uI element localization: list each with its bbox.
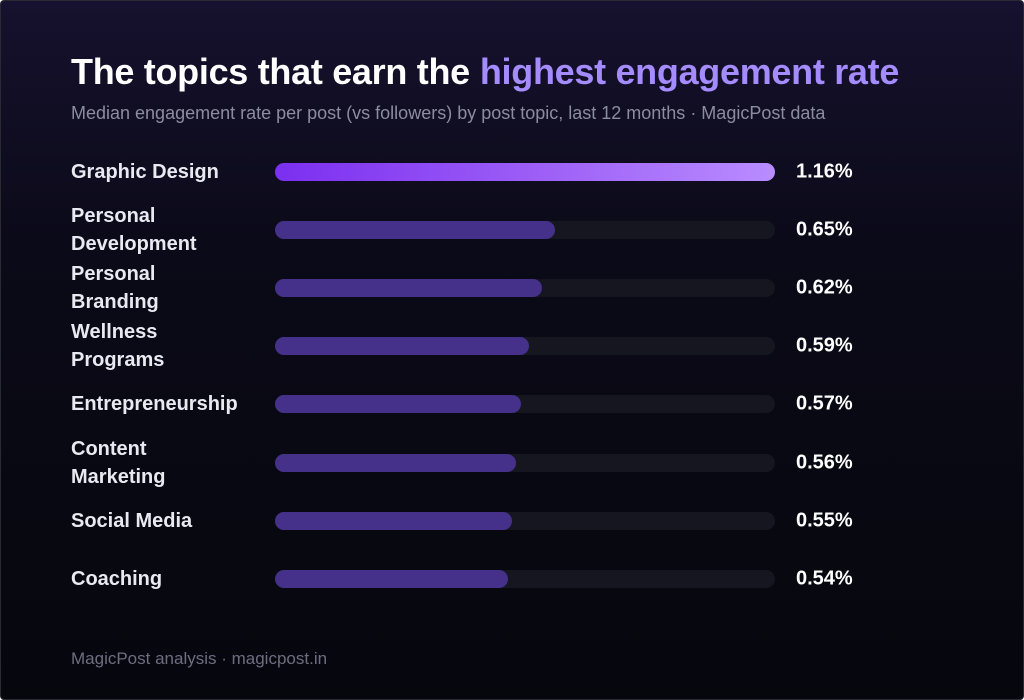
value-label: 0.62% — [796, 276, 853, 299]
category-label: Entrepreneurship — [71, 393, 238, 416]
value-label: 0.55% — [796, 509, 853, 532]
title-highlight: highest engagement rate — [479, 51, 900, 92]
bar — [275, 337, 530, 356]
category-label: Social Media — [71, 509, 193, 532]
bar — [275, 569, 508, 588]
footer: MagicPost analysis · magicpost.in — [71, 649, 328, 668]
category-label: Personal Branding — [71, 263, 159, 314]
category-label: Content Marketing — [71, 437, 166, 488]
value-label: 0.54% — [796, 567, 853, 590]
value-label: 0.56% — [796, 451, 853, 473]
bar — [275, 221, 556, 240]
chart-title: The topics that earn the highest engageme… — [71, 51, 899, 93]
value-label: 1.16% — [796, 160, 853, 183]
category-label: Wellness Programs — [71, 321, 165, 372]
bar — [275, 511, 513, 530]
bar — [275, 279, 543, 298]
value-label: 0.59% — [796, 334, 853, 357]
category-label: Coaching — [71, 567, 163, 590]
category-label: Graphic Design — [71, 161, 219, 183]
category-label: Personal Development — [71, 205, 197, 256]
bar — [275, 163, 775, 181]
subtitle: Median engagement rate per post (vs foll… — [71, 103, 826, 123]
title-text: The topics that earn the — [71, 51, 470, 92]
bar — [275, 395, 521, 414]
value-label: 0.57% — [796, 392, 853, 415]
bar — [275, 453, 517, 472]
value-label: 0.65% — [796, 218, 853, 241]
